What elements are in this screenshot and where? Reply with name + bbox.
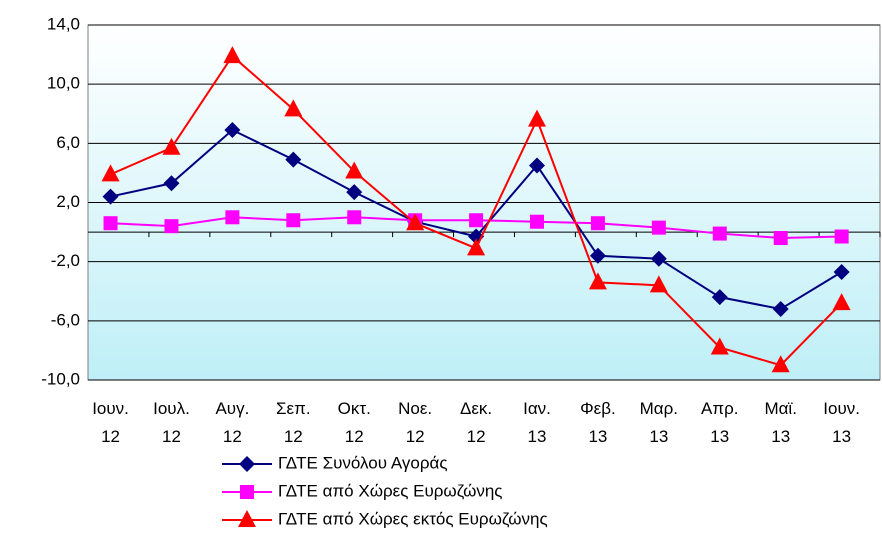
y-tick-label: 10,0 — [47, 74, 80, 93]
marker — [240, 485, 254, 499]
x-tick-label: Οκτ. 12 — [338, 399, 371, 446]
marker — [530, 214, 545, 229]
marker — [103, 216, 118, 231]
marker — [162, 137, 181, 155]
y-tick-label: -2,0 — [51, 251, 80, 270]
marker — [225, 210, 240, 225]
y-tick-label: 14,0 — [47, 14, 80, 33]
marker — [649, 275, 668, 293]
marker — [771, 355, 790, 373]
marker — [223, 46, 242, 64]
marker — [467, 238, 486, 256]
marker — [710, 337, 729, 355]
marker — [346, 184, 363, 201]
x-tick-label: Ιουλ. 12 — [153, 399, 190, 446]
marker — [772, 301, 789, 317]
marker — [102, 188, 119, 205]
legend-label: ΓΔΤΕ Συνόλου Αγοράς — [278, 453, 448, 472]
marker — [345, 161, 364, 179]
marker — [711, 289, 728, 306]
x-tick-label: Σεπ. 12 — [276, 399, 311, 446]
marker — [285, 151, 302, 168]
x-tick-label: Ιαν. 13 — [523, 399, 551, 446]
marker — [239, 456, 255, 472]
marker — [406, 213, 425, 231]
marker — [651, 220, 666, 235]
marker — [833, 264, 850, 281]
marker — [588, 272, 607, 290]
y-tick-label: 2,0 — [56, 192, 80, 211]
marker — [650, 250, 667, 267]
y-tick-label: -10,0 — [41, 369, 80, 388]
x-tick-label: Αυγ. 12 — [215, 399, 249, 446]
marker — [347, 210, 362, 225]
marker — [238, 510, 256, 527]
x-tick-label: Μαϊ. 13 — [764, 399, 797, 446]
marker — [224, 122, 241, 139]
marker — [590, 216, 605, 231]
legend-label: ΓΔΤΕ από Χώρες Ευρωζώνης — [278, 481, 503, 500]
marker — [589, 247, 606, 264]
marker — [286, 213, 301, 228]
x-tick-label: Φεβ. 13 — [580, 399, 616, 446]
y-tick-label: 6,0 — [56, 133, 80, 152]
marker — [528, 109, 547, 127]
marker — [832, 293, 851, 311]
marker — [164, 219, 179, 234]
x-tick-label: Απρ. 13 — [701, 399, 738, 446]
marker — [712, 226, 727, 241]
x-tick-label: Ιουν. 13 — [823, 399, 860, 446]
x-tick-label: Ιουν. 12 — [92, 399, 129, 446]
marker — [101, 164, 120, 182]
y-tick-label: -6,0 — [51, 310, 80, 329]
legend-label: ΓΔΤΕ από Χώρες εκτός Ευρωζώνης — [278, 509, 548, 528]
x-tick-label: Δεκ. 12 — [460, 399, 492, 446]
marker — [834, 229, 849, 244]
marker — [284, 99, 303, 117]
x-tick-label: Νοε. 12 — [398, 399, 432, 446]
marker — [773, 231, 788, 245]
x-tick-label: Μαρ. 13 — [640, 399, 678, 446]
marker — [529, 157, 546, 174]
marker — [469, 213, 484, 228]
marker — [163, 175, 180, 192]
